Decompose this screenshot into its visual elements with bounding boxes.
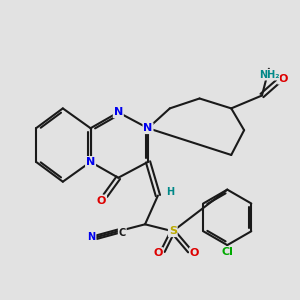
- Text: N: N: [143, 123, 153, 133]
- Text: O: O: [278, 74, 287, 84]
- Text: O: O: [153, 248, 163, 258]
- Text: N: N: [86, 157, 95, 167]
- Text: Cl: Cl: [221, 247, 233, 257]
- Text: H: H: [166, 187, 174, 196]
- Text: O: O: [97, 196, 106, 206]
- Text: C: C: [118, 228, 126, 238]
- Text: S: S: [169, 226, 177, 236]
- Text: NH₂: NH₂: [259, 70, 279, 80]
- Text: O: O: [190, 248, 199, 258]
- Text: N: N: [88, 232, 96, 242]
- Text: N: N: [114, 107, 123, 117]
